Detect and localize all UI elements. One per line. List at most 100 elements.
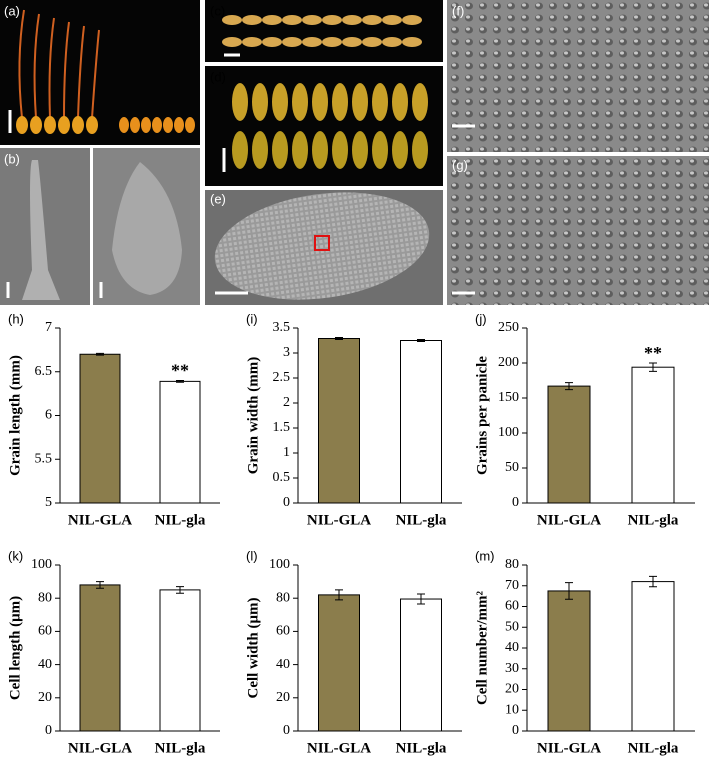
x-tick-label: NIL-gla <box>628 740 679 756</box>
grain <box>392 83 408 121</box>
grain <box>322 37 342 47</box>
y-tick-label: 200 <box>498 355 519 370</box>
y-tick-label: 60 <box>276 624 290 639</box>
y-axis-label: Grain length (mm) <box>7 355 23 476</box>
photo-g <box>447 156 709 305</box>
grain <box>312 83 328 121</box>
x-tick-label: NIL-gla <box>396 512 447 528</box>
y-tick-label: 20 <box>505 682 519 697</box>
grain <box>302 15 322 25</box>
panel-label: (h) <box>8 311 24 326</box>
photo-f <box>447 0 709 152</box>
error-bar <box>96 581 104 589</box>
y-tick-label: 0 <box>283 723 290 738</box>
grain <box>185 117 195 133</box>
y-tick-label: 50 <box>505 460 519 475</box>
awn <box>77 25 85 119</box>
error-bar <box>176 380 184 383</box>
error-bar <box>649 575 657 588</box>
bar <box>400 340 442 504</box>
panel-label: (e) <box>210 191 226 206</box>
grain <box>352 83 368 121</box>
y-tick-label: 5 <box>45 495 52 510</box>
grain <box>232 83 248 121</box>
y-tick-label: 6 <box>45 408 52 423</box>
y-tick-label: 3 <box>283 345 290 360</box>
grain <box>382 15 402 25</box>
scale-bars <box>6 53 475 298</box>
error-bar <box>176 586 184 594</box>
bar <box>631 581 675 732</box>
error-bar <box>335 337 343 340</box>
y-tick-label: 0 <box>512 723 519 738</box>
grain <box>119 117 129 133</box>
grain <box>262 37 282 47</box>
y-tick-label: 6.5 <box>35 364 53 379</box>
error-bar <box>335 589 343 601</box>
grain <box>402 37 422 47</box>
y-tick-label: 20 <box>38 690 52 705</box>
error-bar <box>417 593 425 605</box>
panel-label: (m) <box>475 548 495 563</box>
error-bar <box>565 582 573 600</box>
grain <box>252 83 268 121</box>
sem-shape <box>112 162 182 295</box>
y-tick-label: 0 <box>512 495 519 510</box>
grain <box>412 83 428 121</box>
bar <box>159 589 201 732</box>
grain <box>130 117 140 133</box>
grain <box>58 116 70 134</box>
awn <box>48 17 55 119</box>
grain <box>232 131 248 169</box>
x-tick-label: NIL-gla <box>628 512 679 528</box>
grain <box>30 116 42 134</box>
grain <box>412 131 428 169</box>
awn <box>63 21 70 119</box>
sem-shape <box>22 160 60 300</box>
y-tick-label: 1.5 <box>273 420 291 435</box>
error-bar <box>417 339 425 342</box>
panel-label: (f) <box>452 3 464 18</box>
x-tick-label: NIL-GLA <box>307 740 371 756</box>
y-tick-label: 5.5 <box>35 451 53 466</box>
grain <box>342 15 362 25</box>
grain <box>44 116 56 134</box>
y-tick-label: 40 <box>276 657 290 672</box>
panel-label: (g) <box>452 157 468 172</box>
awn <box>33 13 40 119</box>
grain <box>392 131 408 169</box>
grain <box>332 131 348 169</box>
grain <box>272 83 288 121</box>
bar <box>318 338 360 504</box>
y-tick-label: 3.5 <box>273 320 291 335</box>
grain <box>242 37 262 47</box>
bar <box>79 584 121 732</box>
bar <box>159 380 201 504</box>
y-axis-label: Grain width (mm) <box>245 357 261 475</box>
grain <box>72 116 84 134</box>
panel-label: (a) <box>4 3 20 18</box>
panel-label: (j) <box>475 311 487 326</box>
grain <box>86 116 98 134</box>
y-tick-label: 80 <box>276 590 290 605</box>
grain <box>372 83 388 121</box>
y-axis-label: Grains per panicle <box>474 356 490 475</box>
panel-label: (k) <box>8 548 23 563</box>
grain <box>152 117 162 133</box>
grain <box>272 131 288 169</box>
x-tick-label: NIL-gla <box>396 740 447 756</box>
y-axis-label: Cell width (μm) <box>245 598 261 699</box>
y-tick-label: 80 <box>505 557 519 572</box>
y-tick-label: 0 <box>45 723 52 738</box>
grain <box>402 15 422 25</box>
grain <box>252 131 268 169</box>
y-tick-label: 30 <box>505 661 519 676</box>
bar <box>547 590 591 732</box>
y-tick-label: 100 <box>269 557 290 572</box>
y-axis-label: Cell length (μm) <box>7 596 23 700</box>
y-tick-label: 50 <box>505 619 519 634</box>
grain <box>222 15 242 25</box>
y-tick-label: 70 <box>505 578 519 593</box>
x-tick-label: NIL-gla <box>155 512 206 528</box>
y-tick-label: 40 <box>38 657 52 672</box>
